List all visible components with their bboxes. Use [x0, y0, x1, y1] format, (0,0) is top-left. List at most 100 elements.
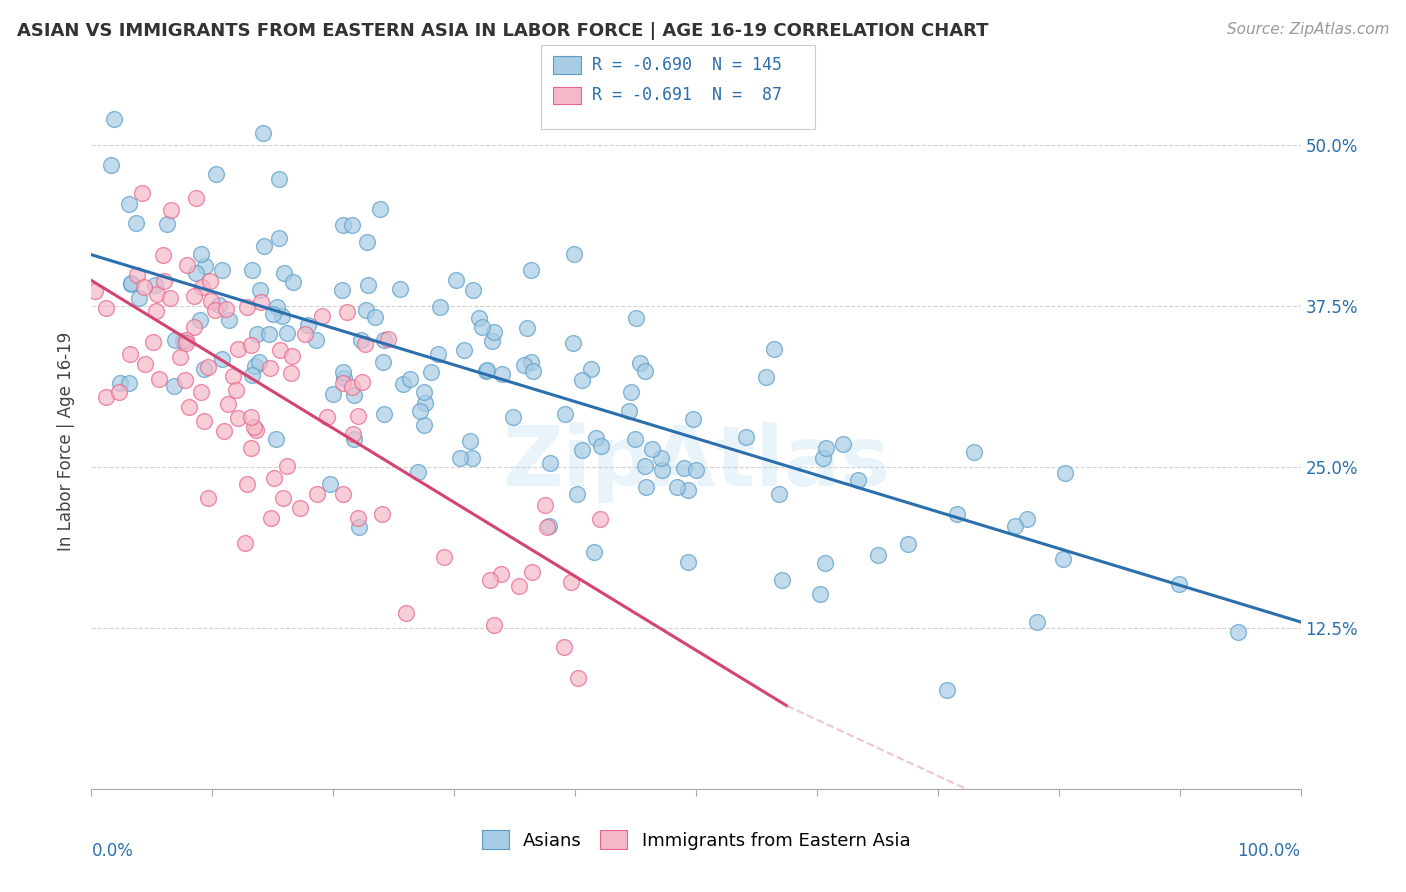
Point [634, 480, 657, 494]
Point [240, 409, 263, 424]
Point [371, 355, 394, 369]
Point [489, 567, 512, 582]
Point [297, 318, 319, 333]
Point [589, 511, 612, 525]
Point [467, 310, 489, 325]
Point [354, 336, 377, 351]
Point [409, 403, 432, 417]
Point [813, 556, 835, 570]
Point [624, 310, 647, 325]
Point [936, 682, 959, 697]
Point [193, 414, 215, 428]
Point [128, 291, 150, 305]
Point [94, 301, 117, 315]
Point [340, 380, 363, 394]
Point [288, 500, 311, 515]
Point [1227, 625, 1250, 640]
Point [634, 458, 657, 473]
Point [413, 396, 436, 410]
Point [560, 574, 582, 589]
Point [332, 218, 354, 232]
Point [364, 310, 387, 325]
Point [267, 171, 290, 186]
Point [685, 463, 707, 477]
Point [474, 364, 496, 378]
Point [347, 520, 370, 534]
Point [332, 365, 354, 379]
Point [676, 483, 699, 497]
Point [120, 276, 142, 290]
Point [204, 302, 226, 317]
Text: 0.0%: 0.0% [91, 842, 134, 860]
Point [142, 334, 165, 349]
Point [266, 300, 288, 314]
Point [318, 476, 340, 491]
Point [332, 370, 354, 384]
Point [276, 459, 298, 474]
Point [520, 565, 543, 579]
Point [270, 309, 292, 323]
Text: Source: ZipAtlas.com: Source: ZipAtlas.com [1226, 22, 1389, 37]
Point [169, 350, 191, 364]
Point [682, 412, 704, 426]
Point [347, 409, 370, 424]
Point [152, 247, 174, 261]
Point [197, 359, 219, 374]
Point [352, 375, 374, 389]
Point [370, 507, 392, 521]
Point [813, 450, 835, 465]
Point [176, 333, 198, 347]
Point [245, 359, 267, 373]
Point [200, 294, 222, 309]
Point [120, 277, 142, 292]
Point [233, 536, 256, 550]
Point [565, 487, 588, 501]
Point [222, 368, 245, 383]
Point [249, 295, 271, 310]
Point [640, 442, 662, 456]
Point [591, 439, 613, 453]
Point [412, 417, 434, 432]
Text: ZipAtlas: ZipAtlas [502, 422, 890, 503]
Point [429, 300, 451, 314]
Point [186, 191, 208, 205]
Point [735, 430, 758, 444]
Point [177, 401, 200, 415]
Point [174, 335, 197, 350]
Point [1026, 615, 1049, 629]
Point [211, 351, 233, 366]
Point [163, 334, 186, 348]
Point [143, 278, 166, 293]
Point [515, 321, 537, 335]
Point [226, 410, 249, 425]
Point [389, 282, 412, 296]
Point [269, 231, 291, 245]
Point [571, 373, 593, 387]
Point [276, 326, 298, 340]
Point [260, 511, 283, 525]
Point [633, 364, 655, 378]
Point [356, 303, 378, 318]
Point [946, 507, 969, 521]
Point [247, 355, 270, 369]
Point [194, 259, 217, 273]
Point [479, 574, 502, 588]
Point [281, 275, 304, 289]
Point [868, 548, 890, 562]
Point [538, 456, 561, 470]
Point [236, 300, 259, 314]
Point [356, 235, 378, 250]
Point [159, 292, 181, 306]
Point [131, 186, 153, 200]
Point [160, 202, 183, 217]
Point [522, 364, 544, 378]
Point [536, 520, 558, 534]
Point [132, 280, 155, 294]
Point [120, 347, 142, 361]
Point [458, 434, 481, 449]
Point [225, 383, 247, 397]
Point [273, 266, 295, 280]
Point [1004, 519, 1026, 533]
Text: R = -0.691  N =  87: R = -0.691 N = 87 [592, 87, 782, 104]
Legend: Asians, Immigrants from Eastern Asia: Asians, Immigrants from Eastern Asia [474, 823, 918, 857]
